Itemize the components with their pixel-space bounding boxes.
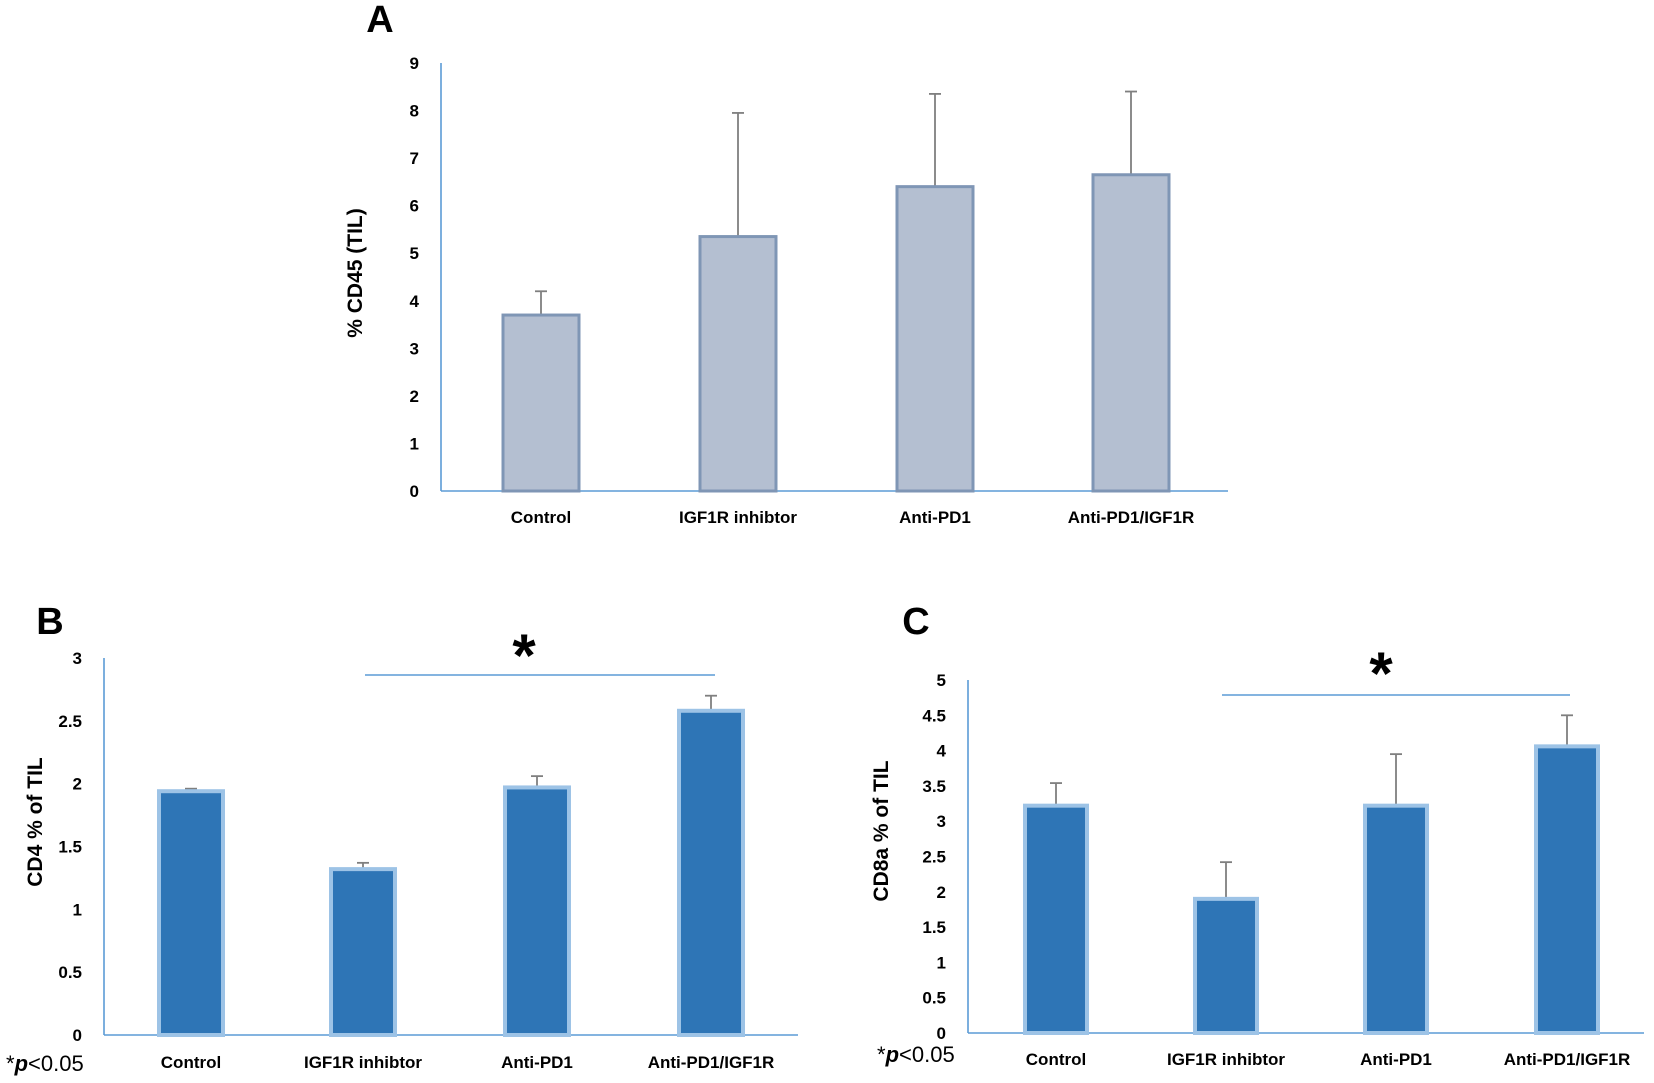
panel-c-significance-note: *p<0.05	[877, 1042, 955, 1067]
panel-b-y-tick-label: 1	[73, 900, 82, 919]
panel-c-bar	[1363, 803, 1429, 1036]
panel-a-bars	[501, 90, 1171, 493]
panel-c: C CD8a % of TIL 00.511.522.533.544.55 * …	[870, 601, 1644, 1069]
panel-c-y-tick-label: 1.5	[922, 918, 946, 937]
panel-a-category-label: IGF1R inhibtor	[679, 508, 797, 527]
panel-b-y-tick-label: 3	[73, 649, 82, 668]
panel-a-y-tick-label: 4	[410, 292, 420, 311]
panel-b-bar	[677, 708, 745, 1038]
panel-c-y-tick-label: 4.5	[922, 706, 946, 725]
panel-a-y-tick-label: 9	[410, 54, 419, 73]
panel-a-category-label: Control	[511, 508, 571, 527]
panel-b-bars	[157, 694, 745, 1038]
panel-a-category-labels: Control IGF1R inhibtor Anti-PD1 Anti-PD1/IG…	[511, 508, 1195, 527]
panel-b-letter: B	[36, 601, 63, 643]
panel-c-y-tick-label: 3	[937, 812, 946, 831]
panel-a-y-tick-label: 6	[410, 197, 419, 216]
panel-c-y-tick-label: 3.5	[922, 777, 946, 796]
panel-c-bar	[1023, 803, 1089, 1036]
panel-c-category-label: IGF1R inhibtor	[1167, 1050, 1285, 1069]
panel-b-y-tick-label: 2	[73, 775, 82, 794]
panel-b: B CD4 % of TIL 0 0.5 1 1.5 2 2.5 3 * Control IG…	[6, 601, 798, 1076]
panel-a-bar	[501, 313, 581, 493]
panel-c-y-axis-label: CD8a % of TIL	[870, 760, 893, 901]
panel-a-bar	[698, 235, 778, 493]
panel-b-significance-note: *p<0.05	[6, 1051, 84, 1076]
panel-a-y-tick-label: 7	[410, 149, 419, 168]
panel-c-bars	[1023, 714, 1600, 1036]
panel-a-y-tick-label: 2	[410, 387, 419, 406]
panel-b-y-tick-label: 2.5	[58, 712, 82, 731]
panel-c-category-labels: Control IGF1R inhibtor Anti-PD1 Anti-PD1/IG…	[1026, 1050, 1631, 1069]
panel-b-y-ticks: 0 0.5 1 1.5 2 2.5 3	[58, 649, 82, 1045]
panel-a-y-tick-label: 1	[410, 434, 419, 453]
panel-b-y-axis-label: CD4 % of TIL	[24, 757, 47, 887]
panel-a-y-axis-label: % CD45 (TIL)	[344, 208, 367, 338]
panel-c-category-label: Anti-PD1/IGF1R	[1504, 1050, 1631, 1069]
panel-c-y-tick-label: 0	[937, 1024, 946, 1043]
panel-a-y-ticks: 0 1 2 3 4 5 6 7 8 9	[410, 54, 420, 501]
panel-b-note-p: p	[14, 1051, 28, 1076]
panel-a-y-tick-label: 8	[410, 102, 419, 121]
panel-a-bar	[895, 185, 975, 493]
panel-b-category-label: Control	[161, 1053, 221, 1072]
panel-c-y-tick-label: 1	[937, 953, 946, 972]
panel-a: A % CD45 (TIL) 0 1 2 3 4 5 6 7 8 9 Control IGF1R i…	[344, 0, 1228, 527]
panel-b-bar	[503, 785, 571, 1037]
panel-a-y-tick-label: 3	[410, 339, 419, 358]
panel-c-significance-star: *	[1369, 640, 1393, 707]
panel-a-category-label: Anti-PD1/IGF1R	[1068, 508, 1195, 527]
panel-b-category-label: Anti-PD1	[501, 1053, 573, 1072]
panel-b-y-tick-label: 0	[73, 1026, 82, 1045]
panel-b-bar	[329, 867, 397, 1037]
panel-b-bar	[157, 789, 225, 1037]
panel-c-y-ticks: 0 0.5 1 1.5 2 2.5 3 3.5 4 4.5 5	[922, 671, 946, 1043]
panel-a-y-tick-label: 5	[410, 244, 419, 263]
panel-c-category-label: Anti-PD1	[1360, 1050, 1432, 1069]
panel-a-letter: A	[366, 0, 393, 41]
panel-b-category-labels: Control IGF1R inhibtor Anti-PD1 Anti-PD1/IG…	[161, 1053, 775, 1072]
panel-a-y-tick-label: 0	[410, 482, 419, 501]
panel-a-bar	[1091, 173, 1171, 493]
panel-c-note-suffix: <0.05	[899, 1042, 955, 1067]
panel-c-note-prefix: *	[877, 1042, 886, 1067]
panel-c-y-tick-label: 2	[937, 883, 946, 902]
panel-c-note-p: p	[885, 1042, 899, 1067]
panel-c-y-tick-label: 5	[937, 671, 946, 690]
panel-b-category-label: IGF1R inhibtor	[304, 1053, 422, 1072]
panel-b-note-suffix: <0.05	[28, 1051, 84, 1076]
panel-b-significance-star: *	[512, 622, 536, 689]
panel-c-y-tick-label: 0.5	[922, 989, 946, 1008]
panel-c-bar	[1193, 896, 1259, 1035]
panel-b-note-prefix: *	[6, 1051, 15, 1076]
panel-c-y-tick-label: 2.5	[922, 848, 946, 867]
panel-b-category-label: Anti-PD1/IGF1R	[648, 1053, 775, 1072]
panel-c-letter: C	[902, 601, 929, 643]
panel-a-category-label: Anti-PD1	[899, 508, 971, 527]
panel-c-bar	[1534, 744, 1600, 1035]
panel-c-y-tick-label: 4	[937, 742, 947, 761]
panel-b-y-tick-label: 0.5	[58, 963, 82, 982]
panel-b-y-tick-label: 1.5	[58, 838, 82, 857]
panel-c-category-label: Control	[1026, 1050, 1086, 1069]
